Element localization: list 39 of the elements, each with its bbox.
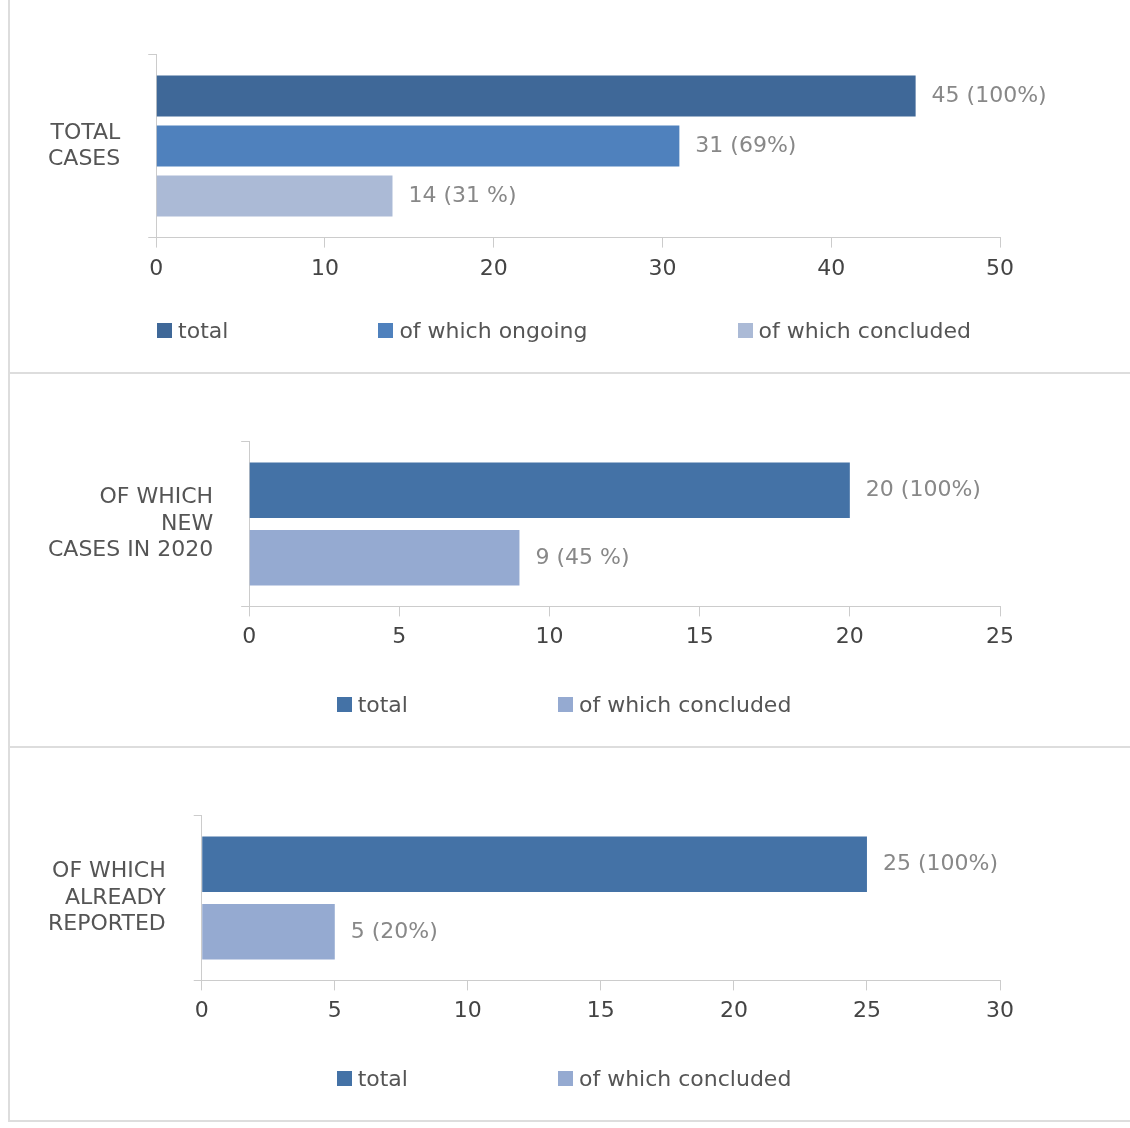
x-tick-label: 5 — [392, 623, 407, 649]
x-tick-label: 25 — [852, 997, 881, 1023]
legend-label: of which concluded — [578, 1066, 792, 1091]
legend-label: of which ongoing — [399, 318, 588, 343]
x-tick-label: 20 — [835, 623, 864, 649]
x-tick-label: 30 — [986, 997, 1014, 1023]
data-label: 9 (45 %) — [535, 543, 630, 569]
x-tick-label: 50 — [986, 254, 1014, 280]
legend-label: of which concluded — [578, 692, 792, 717]
bar — [156, 175, 393, 217]
bar — [156, 75, 916, 117]
data-label: 25 (100%) — [882, 849, 999, 875]
x-tick-label: 15 — [685, 623, 714, 649]
data-label: 20 (100%) — [865, 475, 981, 501]
x-tick-label: 40 — [817, 254, 846, 280]
data-label: 45 (100%) — [931, 81, 1047, 107]
x-tick-label: 15 — [586, 997, 615, 1023]
x-tick-label: 10 — [535, 623, 564, 649]
legend-label: total — [178, 318, 229, 343]
bar — [156, 125, 680, 167]
x-tick-label: 5 — [327, 997, 342, 1023]
x-tick-label: 20 — [479, 254, 508, 280]
x-tick-label: 0 — [242, 623, 257, 649]
legend-label: total — [357, 692, 408, 717]
x-tick-label: 30 — [648, 254, 677, 280]
x-tick-label: 25 — [986, 623, 1014, 649]
y-tick-label: OF WHICH ALREADY REPORTED — [48, 857, 167, 936]
legend-label: of which concluded — [758, 318, 971, 343]
x-tick-label: 20 — [719, 997, 748, 1023]
data-label: 14 (31 %) — [408, 181, 517, 207]
x-tick-label: 0 — [194, 997, 209, 1023]
data-label: 31 (69%) — [695, 131, 797, 157]
x-tick-label: 10 — [310, 254, 339, 280]
y-tick-label: TOTAL CASES — [47, 118, 121, 170]
data-label: 5 (20%) — [350, 917, 438, 943]
x-tick-label: 10 — [453, 997, 482, 1023]
x-tick-label: 0 — [149, 254, 164, 280]
legend-label: total — [357, 1066, 408, 1091]
y-tick-label: OF WHICH NEW CASES IN 2020 — [47, 483, 214, 562]
